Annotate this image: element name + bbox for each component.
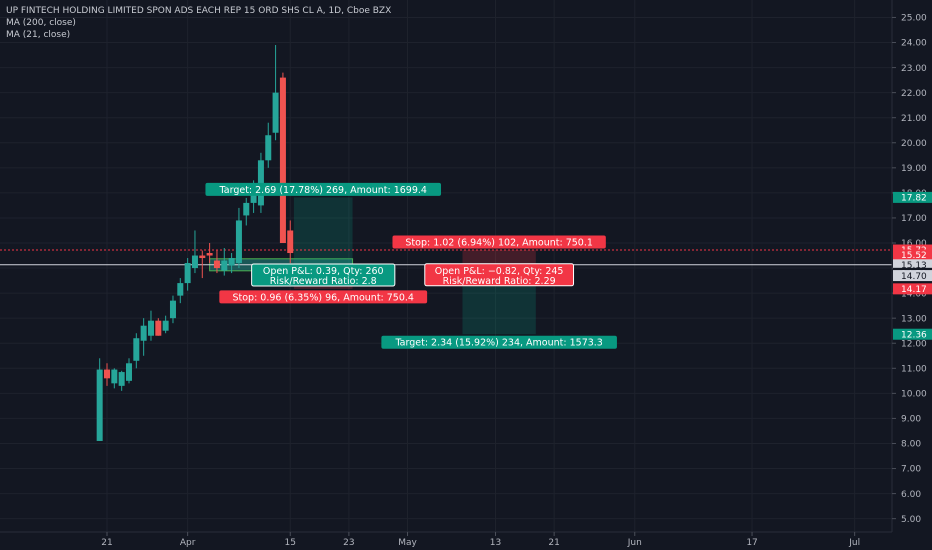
time-tick-label: May	[398, 538, 417, 548]
position-target-label-bg	[205, 182, 442, 196]
candle-body	[287, 230, 294, 254]
price-tick-label: 22.00	[901, 89, 927, 99]
candle-body	[272, 92, 279, 133]
price-tick-label: 7.00	[901, 465, 921, 475]
candle-body	[147, 320, 154, 336]
price-tick-label: 5.00	[901, 515, 921, 525]
candle-body	[235, 220, 242, 264]
candle-body	[257, 160, 264, 206]
time-tick-label: 23	[343, 538, 354, 548]
price-tick-label: 8.00	[901, 440, 921, 450]
price-badge-label: 12.36	[901, 330, 927, 340]
position-pnl-label-line2: Risk/Reward Ratio: 2.8	[270, 276, 377, 287]
candle-body	[250, 190, 257, 203]
price-tick-label: 13.00	[901, 314, 927, 324]
time-tick-label: 17	[746, 538, 757, 548]
price-tick-label: 25.00	[901, 14, 927, 24]
position-stop-label-bg	[392, 235, 606, 249]
candle-body	[191, 255, 198, 269]
time-tick-label: Apr	[180, 538, 196, 548]
price-badge	[893, 283, 932, 295]
price-tick-label: 23.00	[901, 64, 927, 74]
indicator-ma-21[interactable]: MA (21, close)	[6, 30, 71, 40]
price-badge	[893, 249, 932, 261]
candle-body	[118, 372, 125, 386]
price-tick-label: 16.00	[901, 239, 927, 249]
price-tick-label: 17.00	[901, 214, 927, 224]
price-badge	[893, 328, 932, 340]
price-badge	[893, 191, 932, 203]
position-pnl-label-line2: Risk/Reward Ratio: 2.29	[443, 276, 556, 287]
position-target-label: Target: 2.69 (17.78%) 269, Amount: 1699.…	[219, 185, 427, 196]
candle-body	[155, 320, 162, 336]
price-tick-label: 20.00	[901, 139, 927, 149]
time-tick-label: 13	[490, 538, 501, 548]
price-badge-label: 17.82	[901, 194, 927, 204]
position-loss-zone	[462, 250, 536, 265]
candle-body	[125, 363, 132, 381]
candle-body	[206, 253, 213, 256]
time-tick-label: Jun	[627, 538, 642, 548]
price-badge-label: 15.52	[901, 251, 927, 261]
candle-body	[104, 369, 110, 379]
price-tick-label: 11.00	[901, 365, 927, 375]
price-tick-label: 6.00	[901, 490, 921, 500]
time-tick-label: 21	[101, 538, 112, 548]
position-stop-label: Stop: 1.02 (6.94%) 102, Amount: 750.1	[405, 238, 593, 249]
candle-body	[199, 255, 206, 259]
candle-body	[279, 77, 286, 243]
indicator-ma-200[interactable]: MA (200, close)	[6, 18, 76, 28]
candle-body	[140, 325, 147, 341]
position-pnl-label-line1: Open P&L: −0.82, Qty: 245	[435, 266, 564, 277]
position-pnl-label-bg	[251, 263, 396, 287]
symbol-title: UP FINTECH HOLDING LIMITED SPON ADS EACH…	[6, 6, 392, 16]
position-pnl-label-bg	[424, 263, 575, 287]
candle-body	[177, 283, 184, 296]
price-tick-label: 19.00	[901, 164, 927, 174]
chart-legend: UP FINTECH HOLDING LIMITED SPON ADS EACH…	[6, 5, 391, 41]
price-tick-label: 24.00	[901, 39, 927, 49]
position-stop-label-bg	[219, 290, 428, 304]
candle-body	[184, 263, 191, 284]
candle-body	[221, 260, 228, 271]
price-badge-label: 14.70	[901, 272, 927, 282]
position-target-label: Target: 2.34 (15.92%) 234, Amount: 1573.…	[394, 338, 602, 349]
position-profit-zone	[293, 197, 353, 266]
price-tick-label: 9.00	[901, 415, 921, 425]
candle-body	[243, 202, 250, 216]
price-tick-label: 12.00	[901, 339, 927, 349]
position-target-label-bg	[381, 335, 617, 349]
candle-body	[213, 260, 220, 269]
position-stop-label: Stop: 0.96 (6.35%) 96, Amount: 750.4	[232, 292, 413, 303]
price-badge	[893, 259, 932, 271]
candle-body	[111, 369, 118, 384]
candle-body	[169, 300, 176, 319]
time-tick-label: 15	[285, 538, 296, 548]
price-badge	[893, 270, 932, 282]
candle-body	[96, 369, 103, 441]
candle-body	[162, 320, 169, 331]
candle-body	[133, 338, 140, 361]
price-badge-label: 15.13	[901, 261, 927, 271]
candle-body	[265, 135, 272, 161]
price-badge-label: 14.17	[901, 285, 927, 295]
time-tick-label: Jul	[848, 538, 860, 548]
position-pnl-label-line1: Open P&L: 0.39, Qty: 260	[263, 266, 384, 277]
candle-body	[228, 258, 235, 266]
price-tick-label: 10.00	[901, 390, 927, 400]
price-tick-label: 21.00	[901, 114, 927, 124]
time-tick-label: 21	[548, 538, 559, 548]
